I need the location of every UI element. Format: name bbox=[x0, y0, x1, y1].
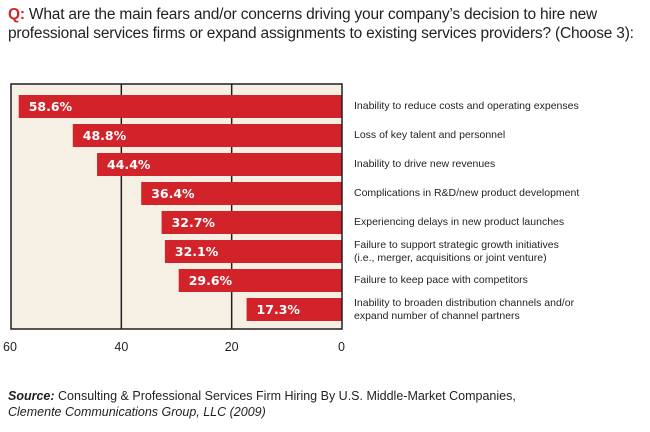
question-body: What are the main fears and/or concerns … bbox=[8, 6, 634, 42]
x-tick-label-40: 40 bbox=[114, 340, 128, 354]
bar-2 bbox=[72, 124, 342, 147]
question-text: Q: What are the main fears and/or concer… bbox=[8, 5, 648, 43]
plot-background bbox=[11, 84, 342, 329]
bar-value-label-2: 48.8% bbox=[83, 128, 127, 143]
source-publisher: Clemente Communications Group, LLC (2009… bbox=[8, 405, 266, 419]
bar-chart: 58.6% 48.8% 44.4%36.4% 32.7% 32.1% 29.6% 17.3%… bbox=[3, 83, 345, 354]
source-text: Consulting & Professional Services Firm … bbox=[54, 389, 516, 403]
plot-frame bbox=[10, 83, 343, 330]
category-label-line: Inability to broaden distribution channe… bbox=[354, 296, 575, 309]
category-label-line: Failure to support strategic growth init… bbox=[354, 238, 559, 251]
bar-4 bbox=[141, 182, 342, 205]
bar-value-label-1: 58.6% bbox=[29, 99, 73, 114]
category-label-line: Failure to keep pace with competitors bbox=[354, 274, 528, 286]
category-label-line: Inability to drive new revenues bbox=[354, 158, 496, 170]
source-citation: Source: Consulting & Professional Servic… bbox=[8, 388, 516, 420]
bar-value-label-6: 32.1% bbox=[175, 244, 219, 259]
x-tick-label-20: 20 bbox=[225, 340, 239, 354]
category-label-3: Inability to drive new revenues bbox=[354, 158, 495, 171]
category-label-line: (i.e., merger, acquisitions or joint ven… bbox=[354, 251, 547, 264]
source-label: Source: bbox=[8, 389, 55, 403]
category-label-line: Complications in R&D/new product develop… bbox=[354, 187, 580, 199]
bar-value-label-5: 32.7% bbox=[172, 215, 216, 230]
x-tick-label-60: 60 bbox=[3, 340, 17, 354]
bar-value-label-7: 29.6% bbox=[189, 273, 233, 288]
category-label-5: Experiencing delays in new product launc… bbox=[354, 216, 564, 229]
category-label-line: Loss of key talent and personnel bbox=[354, 129, 506, 141]
category-label-7: Failure to keep pace with competitors bbox=[354, 274, 528, 287]
bar-value-label-4: 36.4% bbox=[151, 186, 195, 201]
bar-value-label-8: 17.3% bbox=[257, 302, 301, 317]
bar-1 bbox=[18, 95, 343, 118]
category-label-line: Inability to reduce costs and operating … bbox=[354, 100, 579, 112]
x-tick-label-0: 0 bbox=[338, 340, 345, 354]
bar-8 bbox=[246, 298, 342, 321]
bar-7 bbox=[178, 269, 342, 292]
category-label-2: Loss of key talent and personnel bbox=[354, 129, 505, 142]
bar-5 bbox=[161, 211, 342, 234]
category-label-1: Inability to reduce costs and operating … bbox=[354, 100, 579, 113]
bar-value-label-3: 44.4% bbox=[107, 157, 151, 172]
question-prefix: Q: bbox=[8, 6, 25, 23]
category-label-line: Experiencing delays in new product launc… bbox=[354, 216, 565, 228]
category-label-4: Complications in R&D/new product develop… bbox=[354, 187, 579, 200]
category-label-line: expand number of channel partners bbox=[354, 309, 520, 322]
bar-3 bbox=[97, 153, 342, 176]
bar-6 bbox=[164, 240, 342, 263]
category-label-6: Failure to support strategic growth init… bbox=[354, 239, 559, 265]
category-label-8: Inability to broaden distribution channe… bbox=[354, 297, 574, 323]
